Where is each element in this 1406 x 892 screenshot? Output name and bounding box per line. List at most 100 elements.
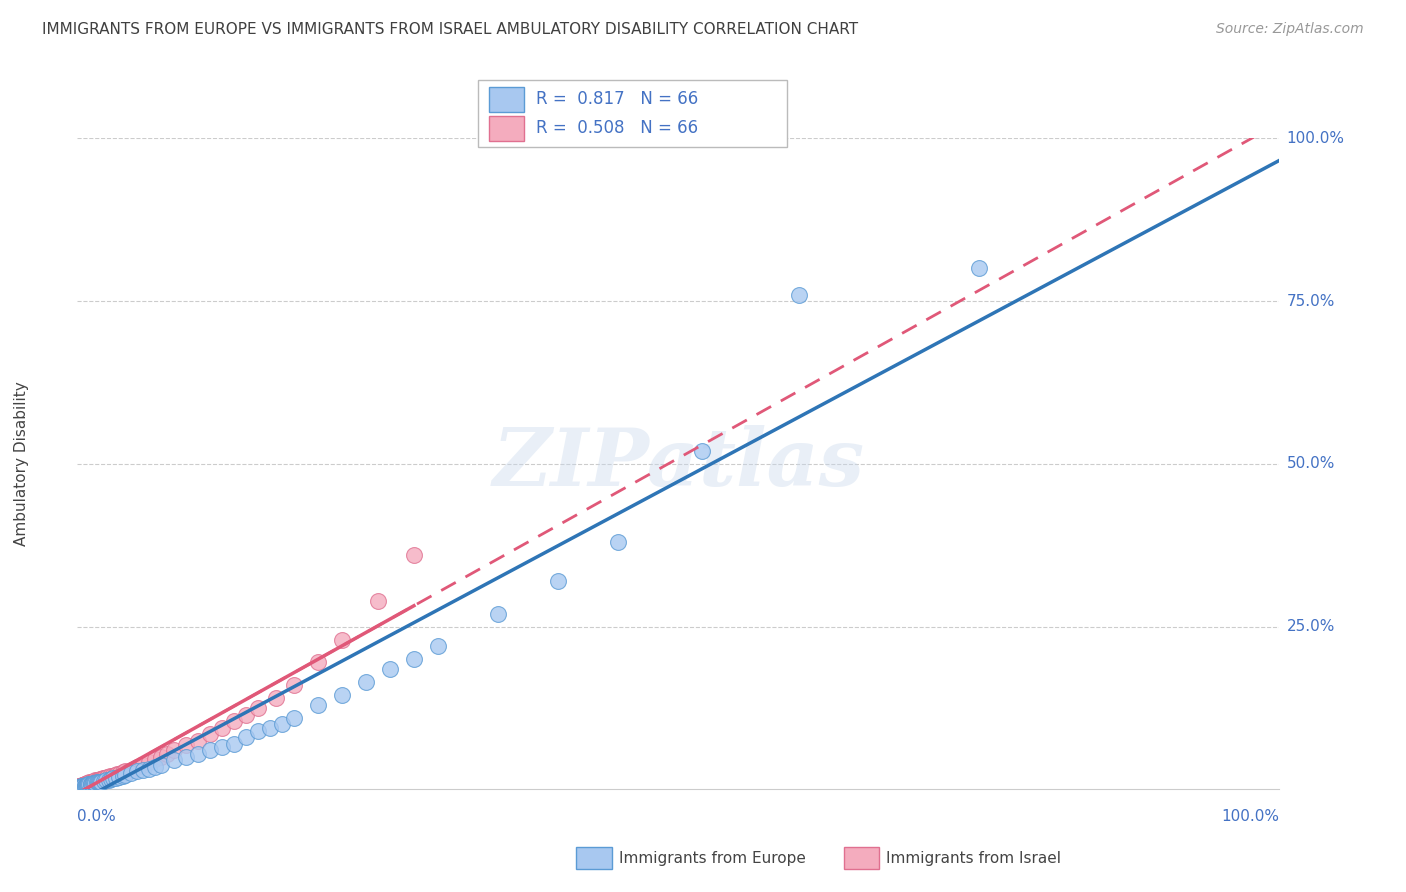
Point <box>607 535 630 549</box>
Point <box>283 711 305 725</box>
Point <box>70 780 93 794</box>
Point <box>83 776 105 790</box>
Point <box>211 721 233 735</box>
Point <box>120 766 142 780</box>
Point <box>235 707 257 722</box>
Point <box>73 776 96 790</box>
Point <box>174 738 197 752</box>
Point <box>402 548 425 562</box>
Point <box>138 755 160 769</box>
Point <box>77 776 100 790</box>
Text: Immigrants from Israel: Immigrants from Israel <box>886 851 1060 865</box>
Point <box>79 777 101 791</box>
Point <box>77 776 100 790</box>
Point <box>235 731 257 745</box>
Point <box>138 762 160 776</box>
Point <box>80 776 103 790</box>
Point <box>96 771 118 785</box>
Point <box>80 774 103 789</box>
Point <box>93 774 115 789</box>
Point <box>70 779 93 793</box>
Point <box>69 779 91 793</box>
Point <box>70 778 93 792</box>
Point <box>307 698 329 712</box>
Text: Source: ZipAtlas.com: Source: ZipAtlas.com <box>1216 22 1364 37</box>
Point <box>72 778 94 792</box>
Point <box>283 678 305 692</box>
Point <box>67 779 90 793</box>
Point <box>90 772 112 786</box>
Point <box>86 775 108 789</box>
Point <box>87 773 110 788</box>
Point <box>79 777 101 791</box>
Text: 50.0%: 50.0% <box>1286 457 1334 471</box>
Point <box>246 701 269 715</box>
Text: R =  0.817   N = 66: R = 0.817 N = 66 <box>536 90 697 108</box>
Point <box>402 652 425 666</box>
Point <box>105 767 128 781</box>
Point <box>150 757 173 772</box>
Point <box>967 261 990 276</box>
Point <box>80 775 103 789</box>
Text: 0.0%: 0.0% <box>77 809 117 823</box>
Point <box>104 768 127 782</box>
Point <box>90 774 112 789</box>
Point <box>76 776 98 790</box>
Point <box>101 769 124 783</box>
Point <box>84 776 107 790</box>
Text: 25.0%: 25.0% <box>1286 619 1334 634</box>
Point <box>67 780 90 794</box>
Point <box>692 443 714 458</box>
Point <box>486 607 509 621</box>
Point <box>75 777 97 791</box>
Point <box>87 772 110 787</box>
Point <box>87 775 110 789</box>
Point <box>114 764 136 779</box>
Point <box>354 675 377 690</box>
Point <box>96 770 118 784</box>
Point <box>145 752 167 766</box>
Point <box>330 632 353 647</box>
Point <box>77 778 100 792</box>
Point <box>76 776 98 790</box>
Point <box>174 749 197 764</box>
Point <box>427 639 450 653</box>
Point <box>145 759 167 773</box>
Point <box>76 778 98 792</box>
Point <box>118 764 141 778</box>
Point <box>79 776 101 790</box>
Text: 75.0%: 75.0% <box>1286 293 1334 309</box>
Point <box>378 662 401 676</box>
Point <box>186 747 209 761</box>
Point <box>367 593 389 607</box>
Point <box>270 717 292 731</box>
Point <box>72 779 94 793</box>
Point <box>76 778 98 792</box>
Point <box>246 723 269 738</box>
Point <box>121 762 143 776</box>
Point <box>70 780 93 794</box>
Point <box>186 733 209 747</box>
Point <box>75 776 97 790</box>
Point <box>87 774 110 789</box>
Point <box>93 772 115 786</box>
Point <box>70 779 93 793</box>
Point <box>104 771 127 785</box>
Point <box>79 775 101 789</box>
Point <box>162 753 184 767</box>
Point <box>73 779 96 793</box>
Text: R =  0.508   N = 66: R = 0.508 N = 66 <box>536 120 697 137</box>
Text: 100.0%: 100.0% <box>1222 809 1279 823</box>
Point <box>70 779 93 793</box>
Point <box>547 574 569 588</box>
Point <box>98 769 121 783</box>
Text: 100.0%: 100.0% <box>1286 131 1344 145</box>
Point <box>96 773 118 788</box>
Point <box>79 776 101 790</box>
Point <box>198 743 221 757</box>
Point <box>111 765 134 780</box>
Point <box>77 777 100 791</box>
Point <box>73 777 96 791</box>
Point <box>70 779 93 793</box>
Text: Ambulatory Disability: Ambulatory Disability <box>14 382 28 546</box>
